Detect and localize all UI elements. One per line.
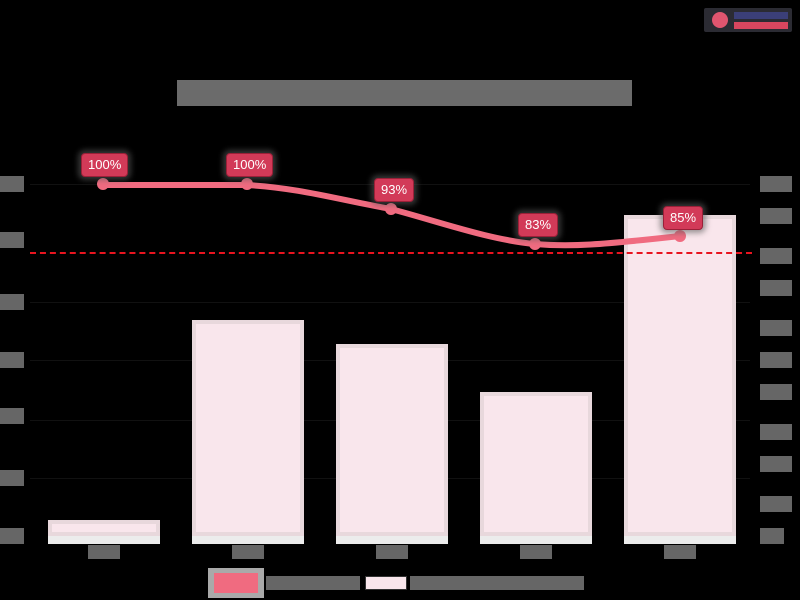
left-axis-tick-label [0,294,24,310]
logo-text-bottom [734,22,788,29]
right-axis-tick-label [760,496,792,512]
line-point [241,178,253,190]
x-axis-label [88,545,120,559]
left-axis-tick-label [0,408,24,424]
line-point [529,238,541,250]
left-axis-tick-label [0,470,24,486]
baseline [48,536,160,544]
baseline [192,536,304,544]
left-axis-tick-label [0,528,24,544]
baseline [624,536,736,544]
right-axis-tick-label [760,352,792,368]
baseline [336,536,448,544]
x-axis-label [664,545,696,559]
left-axis-tick-label [0,176,24,192]
bar-2 [192,320,304,536]
bar-1 [48,520,160,536]
data-label: 100% [226,153,274,177]
right-axis-tick-label [760,280,792,296]
left-axis-tick-label [0,232,24,248]
right-axis-tick-label [760,456,792,472]
x-axis-label [232,545,264,559]
brand-logo [704,8,792,32]
legend-label-line-obscured [266,576,360,590]
line-point [674,230,686,242]
logo-text-top [734,12,788,19]
bar-4 [480,392,592,536]
data-label: 100% [81,153,129,177]
baseline [480,536,592,544]
right-axis-tick-label [760,208,792,224]
right-axis-tick-label [760,176,792,192]
right-axis-tick-label [760,384,792,400]
data-label: 83% [518,213,559,237]
chart-title-obscured [177,80,632,106]
bar-3 [336,344,448,536]
reference-threshold-line [30,252,752,254]
data-label: 85% [663,206,704,230]
globe-icon [712,12,728,28]
left-axis-tick-label [0,352,24,368]
gridline [30,302,750,303]
right-axis-tick-label [760,424,792,440]
legend [208,568,584,598]
data-label: 93% [374,178,415,202]
bar-5 [624,215,736,536]
right-axis-tick-label [760,248,792,264]
line-point [385,203,397,215]
legend-label-bar-obscured [410,576,584,590]
line-point [97,178,109,190]
x-axis-label [376,545,408,559]
right-axis-tick-label [760,528,784,544]
legend-swatch-line [208,568,264,598]
x-axis-label [520,545,552,559]
legend-swatch-bar [365,576,407,590]
right-axis-tick-label [760,320,792,336]
